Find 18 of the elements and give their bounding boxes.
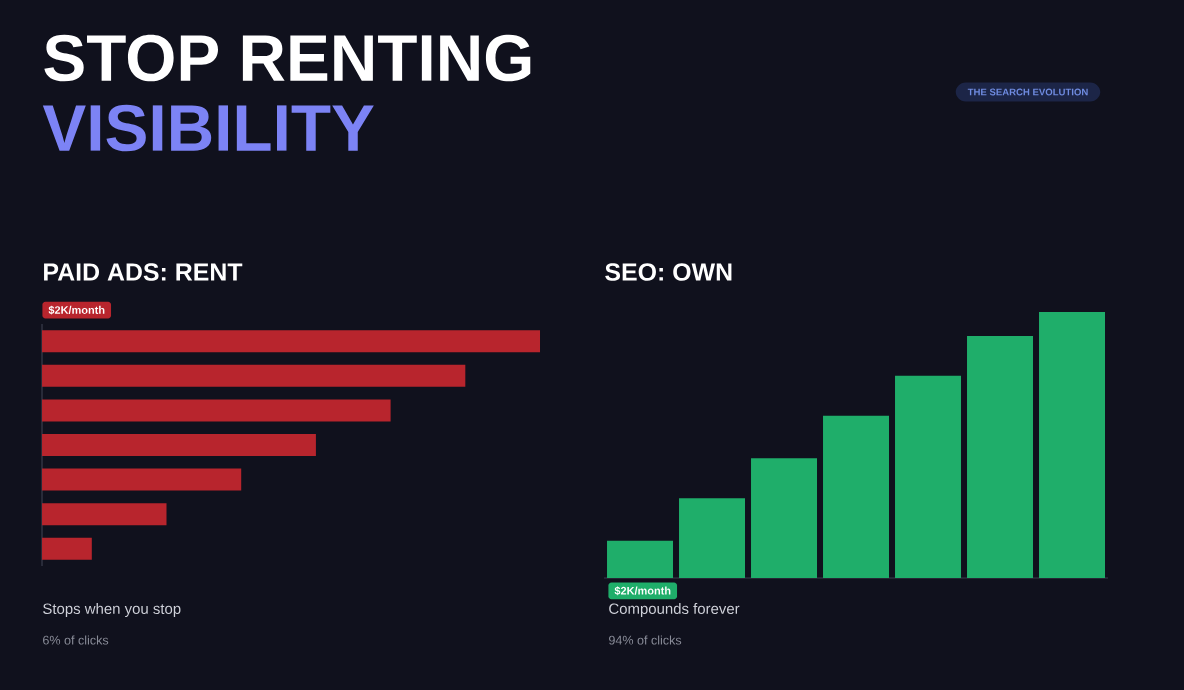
- text: STOP RENTING: [44, 34, 531, 82]
- bar: [895, 375, 962, 578]
- bar: [1039, 312, 1106, 578]
- bar: [607, 540, 674, 578]
- bar: [751, 458, 818, 578]
- bar: [42, 364, 466, 387]
- bar: [42, 468, 242, 491]
- bar: [42, 537, 92, 560]
- bar: [42, 330, 541, 353]
- chart-title: PAID ADS: RENT: [44, 263, 243, 281]
- bar: [823, 415, 890, 578]
- bar: [42, 399, 391, 422]
- bar: [42, 434, 316, 457]
- bar: [967, 335, 1034, 578]
- bar: [679, 498, 746, 578]
- bar: [42, 503, 167, 526]
- text: VISIBILITY: [42, 104, 374, 152]
- chart-title: SEO: OWN: [605, 263, 732, 281]
